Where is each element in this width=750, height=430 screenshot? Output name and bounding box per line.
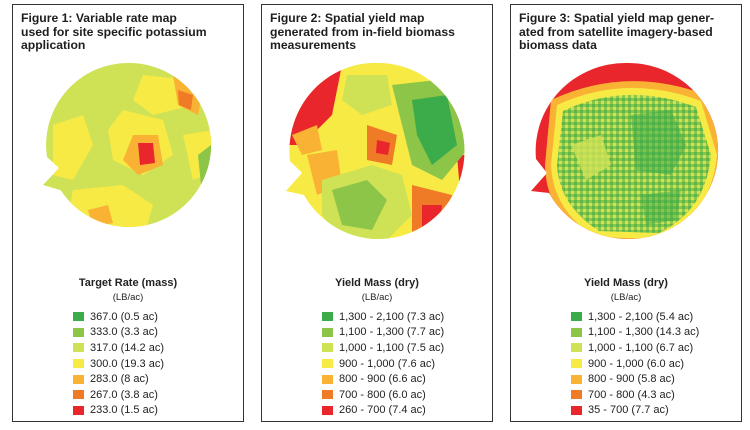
- legend: 1,300 - 2,100 (7.3 ac) 1,100 - 1,300 (7.…: [322, 309, 444, 418]
- figure-2-panel: Figure 2: Spatial yield map generated fr…: [261, 4, 493, 422]
- legend-swatch: [73, 390, 84, 400]
- legend-swatch: [322, 343, 333, 353]
- legend-swatch: [322, 374, 333, 384]
- legend-item: 900 - 1,000 (7.6 ac): [322, 356, 444, 372]
- legend-label: 900 - 1,000 (7.6 ac): [339, 357, 436, 370]
- legend-label: 900 - 1,000 (6.0 ac): [588, 357, 685, 370]
- legend-item: 35 - 700 (7.7 ac): [571, 403, 699, 419]
- legend-title: Target Rate (mass): [78, 277, 178, 289]
- legend: 1,300 - 2,100 (5.4 ac) 1,100 - 1,300 (14…: [571, 309, 699, 418]
- legend-item: 233.0 (1.5 ac): [73, 403, 164, 419]
- legend-swatch: [571, 312, 582, 322]
- legend-item: 700 - 800 (4.3 ac): [571, 387, 699, 403]
- legend-label: 333.0 (3.3 ac): [90, 326, 158, 339]
- legend-title: Yield Mass (dry): [335, 277, 419, 289]
- legend-item: 300.0 (19.3 ac): [73, 356, 164, 372]
- legend-swatch: [73, 374, 84, 384]
- legend-title: Yield Mass (dry): [584, 277, 668, 289]
- legend-swatch: [571, 359, 582, 369]
- legend-label: 300.0 (19.3 ac): [90, 357, 164, 370]
- legend-item: 1,000 - 1,100 (6.7 ac): [571, 340, 699, 356]
- legend-label: 317.0 (14.2 ac): [90, 341, 164, 354]
- legend-label: 1,100 - 1,300 (7.7 ac): [339, 326, 445, 339]
- legend-unit: (LB/ac): [361, 292, 393, 303]
- legend-swatch: [322, 359, 333, 369]
- legend-label: 260 - 700 (7.4 ac): [339, 404, 426, 417]
- legend-item: 317.0 (14.2 ac): [73, 340, 164, 356]
- legend-item: 800 - 900 (5.8 ac): [571, 371, 699, 387]
- legend-label: 800 - 900 (5.8 ac): [588, 373, 675, 386]
- field-map: [531, 62, 719, 239]
- legend-swatch: [322, 390, 333, 400]
- legend-swatch: [322, 312, 333, 322]
- legend-label: 1,300 - 2,100 (5.4 ac): [588, 310, 694, 323]
- legend-label: 367.0 (0.5 ac): [90, 310, 158, 323]
- legend-item: 1,100 - 1,300 (7.7 ac): [322, 325, 444, 341]
- legend-item: 367.0 (0.5 ac): [73, 309, 164, 325]
- legend-unit: (LB/ac): [112, 292, 144, 303]
- legend-item: 900 - 1,000 (6.0 ac): [571, 356, 699, 372]
- legend-item: 1,300 - 2,100 (7.3 ac): [322, 309, 444, 325]
- legend-item: 700 - 800 (6.0 ac): [322, 387, 444, 403]
- legend-swatch: [73, 312, 84, 322]
- legend-label: 700 - 800 (4.3 ac): [588, 388, 675, 401]
- legend-swatch: [571, 374, 582, 384]
- figure-3-panel: Figure 3: Spatial yield map gener- ated …: [510, 4, 742, 422]
- legend-item: 283.0 (8 ac): [73, 371, 164, 387]
- legend-label: 700 - 800 (6.0 ac): [339, 388, 426, 401]
- field-map: [43, 62, 212, 227]
- legend-swatch: [73, 343, 84, 353]
- legend-item: 260 - 700 (7.4 ac): [322, 403, 444, 419]
- legend-swatch: [571, 405, 582, 415]
- legend-item: 333.0 (3.3 ac): [73, 325, 164, 341]
- legend-swatch: [322, 327, 333, 337]
- legend-label: 35 - 700 (7.7 ac): [588, 404, 669, 417]
- legend-item: 267.0 (3.8 ac): [73, 387, 164, 403]
- legend-swatch: [73, 327, 84, 337]
- legend-swatch: [571, 390, 582, 400]
- legend-label: 1,100 - 1,300 (14.3 ac): [588, 326, 700, 339]
- legend-label: 1,000 - 1,100 (6.7 ac): [588, 341, 694, 354]
- legend: 367.0 (0.5 ac) 333.0 (3.3 ac) 317.0 (14.…: [73, 309, 164, 418]
- legend-label: 800 - 900 (6.6 ac): [339, 373, 426, 386]
- figure-title: Figure 1: Variable rate map used for sit…: [21, 11, 207, 52]
- legend-item: 1,300 - 2,100 (5.4 ac): [571, 309, 699, 325]
- legend-item: 1,100 - 1,300 (14.3 ac): [571, 325, 699, 341]
- legend-label: 283.0 (8 ac): [90, 373, 149, 386]
- legend-swatch: [73, 405, 84, 415]
- legend-swatch: [571, 343, 582, 353]
- legend-item: 800 - 900 (6.6 ac): [322, 371, 444, 387]
- legend-swatch: [322, 405, 333, 415]
- legend-item: 1,000 - 1,100 (7.5 ac): [322, 340, 444, 356]
- figure-title: Figure 3: Spatial yield map gener- ated …: [519, 11, 715, 52]
- field-map: [286, 62, 465, 239]
- legend-swatch: [571, 327, 582, 337]
- legend-unit: (LB/ac): [610, 292, 642, 303]
- figure-title: Figure 2: Spatial yield map generated fr…: [270, 11, 455, 52]
- legend-label: 1,000 - 1,100 (7.5 ac): [339, 341, 445, 354]
- legend-swatch: [73, 359, 84, 369]
- legend-label: 267.0 (3.8 ac): [90, 388, 158, 401]
- figure-1-panel: Figure 1: Variable rate map used for sit…: [12, 4, 244, 422]
- legend-label: 233.0 (1.5 ac): [90, 404, 158, 417]
- legend-label: 1,300 - 2,100 (7.3 ac): [339, 310, 445, 323]
